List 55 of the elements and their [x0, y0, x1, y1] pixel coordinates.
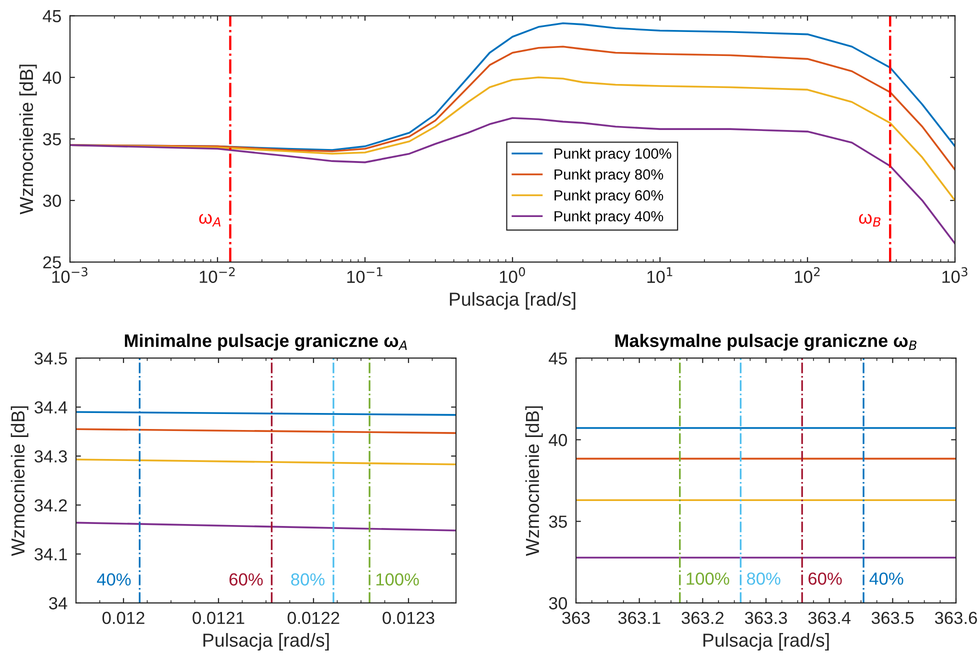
annotation: 100% [686, 572, 730, 585]
y-tick-label: 25 [43, 256, 61, 268]
x-axis-title: Pulsacja [rad/s] [703, 633, 829, 651]
y-tick-label: 30 [43, 194, 61, 207]
y-axis-title: Wzmocnienie [dB] [525, 406, 543, 556]
annotation: 60% [808, 572, 842, 585]
x-tick-label: 0.012 [102, 612, 144, 624]
y-tick-label: 45 [42, 10, 61, 22]
legend-label: Punkt pracy 40% [554, 210, 664, 224]
y-tick-label: 35 [43, 133, 61, 146]
x-tick-label: 363.5 [872, 612, 914, 624]
legend-label: Punkt pracy 100% [554, 148, 672, 162]
y-tick-label: 45 [548, 352, 567, 365]
x-tick-label: 10$^{−2}$ [200, 267, 235, 283]
legend-label: Punkt pracy 60% [554, 190, 664, 204]
x-tick-label: 363.4 [808, 612, 851, 624]
chart-title: Maksymalne pulsacje graniczne ω$_{B}$ [615, 334, 916, 351]
y-tick-label: 40 [548, 434, 567, 446]
y-tick-label: 40 [42, 72, 61, 84]
y-tick-label: 30 [549, 597, 567, 610]
annotation: 60% [230, 573, 263, 586]
annotation: 40% [96, 573, 131, 586]
x-tick-label: 363.3 [744, 612, 787, 624]
x-tick-label: 0.0123 [382, 612, 434, 624]
x-tick-label: 363.6 [934, 612, 977, 624]
annotation: ω$_{A}$ [199, 214, 220, 227]
y-tick-label: 34.2 [34, 499, 67, 512]
y-tick-label: 34.4 [34, 401, 68, 414]
x-tick-label: 0.0122 [288, 612, 340, 624]
x-tick-label: 363 [562, 612, 590, 624]
y-axis-title: Wzmocnienie [dB] [10, 406, 28, 556]
x-tick-label: 10$^{3}$ [942, 267, 968, 283]
x-tick-label: 10$^{−3}$ [52, 267, 88, 283]
annotation: 80% [746, 572, 780, 585]
x-tick-label: 363.1 [618, 612, 660, 624]
x-tick-label: 10$^{−1}$ [347, 267, 382, 283]
annotation: 100% [376, 573, 419, 586]
y-axis-title: Wzmocnienie [dB] [19, 64, 37, 214]
y-tick-label: 35 [549, 516, 567, 528]
x-axis-title: Pulsacja [rad/s] [450, 292, 576, 310]
y-tick-label: 34.1 [34, 548, 67, 560]
x-tick-label: 10$^{1}$ [647, 267, 672, 283]
x-axis-title: Pulsacja [rad/s] [203, 633, 329, 651]
y-tick-label: 34.3 [34, 450, 67, 463]
y-tick-label: 34.5 [34, 352, 67, 365]
x-tick-label: 0.0121 [192, 612, 244, 624]
legend-label: Punkt pracy 80% [554, 168, 664, 183]
annotation: ω$_{B}$ [859, 214, 881, 227]
y-tick-label: 34 [49, 597, 68, 610]
x-tick-label: 363.2 [682, 612, 724, 624]
annotation: 40% [869, 572, 904, 585]
annotation: 80% [291, 573, 324, 586]
x-tick-label: 10$^{0}$ [500, 267, 526, 283]
chart-title: Minimalne pulsacje graniczne ω$_{A}$ [124, 334, 407, 351]
x-tick-label: 10$^{2}$ [794, 267, 820, 283]
